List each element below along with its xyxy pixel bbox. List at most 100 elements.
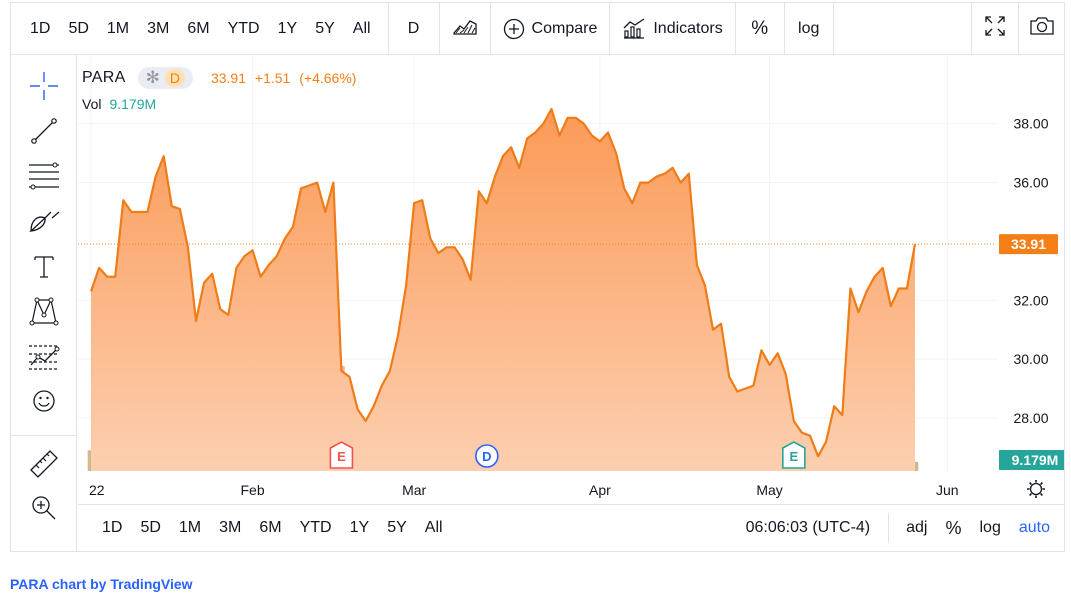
text-tool[interactable]	[26, 250, 62, 286]
chart-widget: 1D 5D 1M 3M 6M YTD 1Y 5Y All D Compare	[10, 2, 1065, 552]
symbol-legend: PARA ✻ D 33.91 +1.51 (+4.66%)	[82, 64, 361, 92]
toolbar-separator	[971, 2, 972, 55]
toolbar-separator	[387, 2, 389, 55]
log-toggle[interactable]: log	[798, 19, 820, 37]
bottom-toolbar: 1D 5D 1M 3M 6M YTD 1Y 5Y All 06:06:03 (U…	[78, 504, 1064, 551]
last-price-badge-bg	[999, 234, 1058, 255]
adj-toggle[interactable]: adj	[906, 519, 928, 536]
indicators-icon	[622, 17, 646, 40]
toolbar-separator	[1018, 2, 1019, 55]
range-5d-button[interactable]: 5D	[68, 19, 89, 37]
range-ytd-button[interactable]: YTD	[227, 19, 260, 37]
range-6m-button[interactable]: 6M	[187, 19, 210, 37]
range-1y-button[interactable]: 1Y	[277, 19, 298, 37]
event-label: D	[482, 449, 491, 464]
time-axis[interactable]: 22 Feb Mar Apr May Jun	[89, 482, 959, 498]
bottom-range-3m[interactable]: 3M	[219, 519, 242, 536]
ruler-icon	[28, 448, 60, 485]
crosshair-tool[interactable]	[26, 70, 62, 106]
bottom-range-5d[interactable]: 5D	[140, 519, 161, 536]
event-label: E	[337, 449, 346, 464]
attribution-brand: TradingView	[110, 576, 193, 592]
fullscreen-icon	[984, 15, 1006, 42]
percent-scale-toggle[interactable]: %	[945, 517, 962, 538]
x-tick-label: Feb	[241, 482, 265, 498]
legend-change-percent: (+4.66%)	[299, 70, 357, 86]
event-label: E	[789, 449, 798, 464]
range-5y-button[interactable]: 5Y	[315, 19, 335, 37]
last-price-badge: 33.91	[999, 234, 1058, 255]
last-price-text: 33.91	[1011, 236, 1046, 252]
earnings-marker: E	[329, 441, 354, 469]
earnings-marker: E	[782, 441, 806, 469]
indicators-label: Indicators	[653, 19, 723, 37]
percent-toggle[interactable]: %	[751, 17, 769, 39]
bottom-range-6m[interactable]: 6M	[259, 519, 282, 536]
clock-timezone[interactable]: 06:06:03 (UTC-4)	[745, 519, 871, 536]
snapshot-button[interactable]	[1019, 3, 1064, 55]
volume-value: 9.179M	[109, 96, 157, 112]
dividend-badge	[475, 444, 499, 468]
drawing-toolbar	[11, 55, 77, 551]
log-scale-toggle[interactable]: log	[979, 519, 1001, 536]
bottom-range-1d[interactable]: 1D	[102, 519, 123, 536]
gear-icon	[1027, 480, 1045, 498]
trendline-tool[interactable]	[26, 115, 62, 151]
emoji-tool[interactable]	[26, 385, 62, 421]
brush-tool[interactable]	[26, 205, 62, 241]
bottom-range-1y[interactable]: 1Y	[349, 519, 370, 536]
bottom-range-ytd[interactable]: YTD	[299, 519, 332, 536]
legend-change: +1.51	[254, 70, 291, 86]
zoom-in-tool[interactable]	[26, 492, 62, 528]
price-chart[interactable]: 38.00 36.00 32.00 30.00 28.00 22 Feb Mar Apr May…	[78, 56, 1064, 504]
toolbar-separator	[832, 2, 834, 55]
toolbar-separator	[489, 2, 491, 55]
fib-tool[interactable]	[26, 160, 62, 196]
price-line	[89, 107, 917, 458]
legend-values: 33.91 +1.51 (+4.66%)	[211, 70, 361, 86]
measure-tool[interactable]	[26, 448, 62, 484]
y-tick-label: 28.00	[1013, 410, 1048, 426]
symbol-name[interactable]: PARA	[82, 69, 126, 86]
indicators-button[interactable]: Indicators	[610, 3, 734, 55]
range-1m-button[interactable]: 1M	[106, 19, 130, 37]
text-icon	[31, 251, 57, 286]
x-tick-label: May	[756, 482, 782, 498]
range-all-button[interactable]: All	[352, 19, 371, 37]
bottom-range-1m[interactable]: 1M	[178, 519, 202, 536]
attribution-link[interactable]: PARA chart by TradingView	[10, 576, 193, 592]
y-tick-label: 36.00	[1013, 175, 1048, 191]
chart-type-button[interactable]	[440, 3, 490, 55]
earnings-badge	[782, 441, 806, 469]
interval-button[interactable]: D	[407, 19, 420, 37]
market-status-icon: ✻	[145, 68, 160, 87]
range-3m-button[interactable]: 3M	[147, 19, 170, 37]
bottom-range-all[interactable]: All	[424, 519, 443, 536]
axis-settings-button[interactable]	[1027, 480, 1045, 498]
crosshair-icon	[29, 71, 59, 106]
price-axis[interactable]: 38.00 36.00 32.00 30.00 28.00	[1013, 116, 1048, 426]
symbol-status-badge[interactable]: ✻ D	[137, 67, 193, 89]
prediction-icon	[28, 341, 60, 376]
compare-label: Compare	[531, 19, 598, 37]
toolbar-separator	[11, 435, 77, 436]
top-toolbar: 1D 5D 1M 3M 6M YTD 1Y 5Y All D Compare	[11, 2, 1064, 55]
fullscreen-button[interactable]	[972, 3, 1018, 55]
prediction-tool[interactable]	[26, 340, 62, 376]
dividend-marker: D	[475, 444, 499, 468]
attribution-prefix: PARA chart	[10, 576, 87, 592]
toolbar-separator	[734, 2, 736, 55]
pattern-icon	[28, 295, 60, 332]
range-1d-button[interactable]: 1D	[30, 19, 51, 37]
compare-button[interactable]: Compare	[491, 3, 610, 55]
price-area-fill	[91, 109, 915, 471]
x-tick-label: Apr	[589, 482, 611, 498]
toolbar-separator	[609, 2, 611, 55]
bottom-range-5y[interactable]: 5Y	[387, 519, 407, 536]
fib-icon	[28, 161, 60, 196]
y-tick-label: 32.00	[1013, 292, 1048, 308]
pattern-tool[interactable]	[26, 295, 62, 331]
auto-scale-toggle[interactable]: auto	[1018, 519, 1050, 536]
y-tick-label: 38.00	[1013, 116, 1048, 132]
